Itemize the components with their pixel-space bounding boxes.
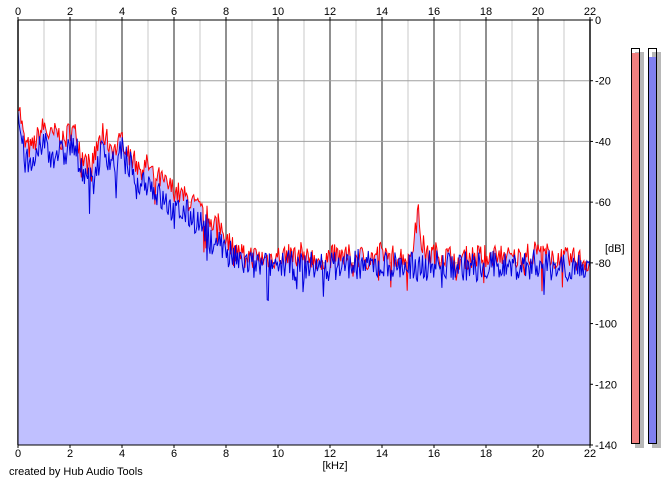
x-tick-label-top: 0 bbox=[15, 6, 21, 18]
level-meter-right-fill bbox=[649, 56, 656, 443]
y-tick-label: -60 bbox=[595, 197, 611, 209]
level-meter-right bbox=[648, 48, 657, 444]
x-tick-label-top: 6 bbox=[171, 6, 177, 18]
spectrum-series bbox=[17, 106, 591, 302]
x-tick-label-bottom: 6 bbox=[171, 448, 177, 460]
y-ticks-right: 0 -20 -40 -60 -80 -100 -120 -140 bbox=[590, 15, 617, 452]
x-tick-label-bottom: 0 bbox=[15, 448, 21, 460]
x-ticks-bottom: 0 2 4 6 8 10 12 14 16 18 20 22 bbox=[15, 445, 596, 460]
x-tick-label-bottom: 22 bbox=[584, 448, 596, 460]
y-tick-label: -140 bbox=[595, 440, 617, 452]
y-tick-label: -100 bbox=[595, 319, 617, 331]
plot-frame bbox=[17, 19, 591, 446]
plot-border bbox=[17, 19, 591, 446]
level-meter-left-fill bbox=[632, 52, 639, 443]
x-tick-label-top: 10 bbox=[272, 6, 284, 18]
x-tick-label-bottom: 8 bbox=[223, 448, 229, 460]
credit-text: created by Hub Audio Tools bbox=[9, 466, 143, 478]
x-tick-label-top: 18 bbox=[480, 6, 492, 18]
x-axis-label: [kHz] bbox=[322, 460, 347, 472]
y-tick-label: -40 bbox=[595, 136, 611, 148]
x-tick-label-bottom: 4 bbox=[119, 448, 125, 460]
x-tick-label-top: 8 bbox=[223, 6, 229, 18]
x-tick-label-bottom: 2 bbox=[67, 448, 73, 460]
x-tick-label-bottom: 16 bbox=[428, 448, 440, 460]
x-tick-label-top: 16 bbox=[428, 6, 440, 18]
y-tick-label: -120 bbox=[595, 379, 617, 391]
y-tick-label: -80 bbox=[595, 258, 611, 270]
y-tick-label: 0 bbox=[595, 15, 601, 27]
x-tick-label-top: 12 bbox=[324, 6, 336, 18]
x-tick-label-bottom: 10 bbox=[272, 448, 284, 460]
series-line-right-channel bbox=[17, 112, 591, 302]
y-axis-label: [dB] bbox=[605, 243, 625, 255]
level-meter-left bbox=[631, 48, 640, 444]
x-tick-label-top: 22 bbox=[584, 6, 596, 18]
x-tick-label-bottom: 12 bbox=[324, 448, 336, 460]
x-tick-label-bottom: 20 bbox=[532, 448, 544, 460]
x-tick-label-top: 4 bbox=[119, 6, 125, 18]
x-tick-label-bottom: 18 bbox=[480, 448, 492, 460]
x-tick-label-top: 2 bbox=[67, 6, 73, 18]
x-tick-label-bottom: 14 bbox=[376, 448, 388, 460]
x-tick-label-top: 14 bbox=[376, 6, 388, 18]
x-tick-label-top: 20 bbox=[532, 6, 544, 18]
x-ticks-top: 0 2 4 6 8 10 12 14 16 18 20 22 bbox=[15, 6, 596, 20]
y-tick-label: -20 bbox=[595, 76, 611, 88]
